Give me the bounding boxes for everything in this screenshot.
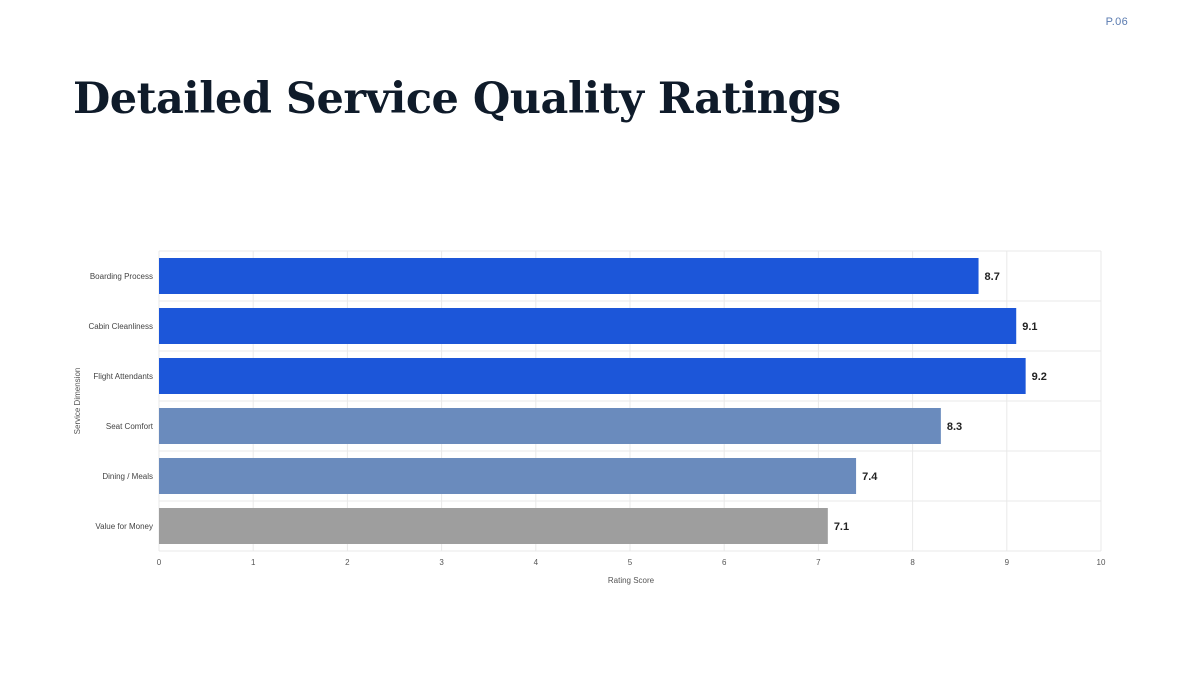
bar-value-label: 8.3 — [947, 421, 962, 433]
y-category-label: Boarding Process — [90, 272, 153, 281]
y-category-label: Dining / Meals — [102, 472, 153, 481]
bar — [159, 358, 1026, 394]
x-tick-label: 1 — [251, 558, 256, 567]
bar — [159, 458, 857, 494]
bar — [159, 508, 828, 544]
x-tick-label: 3 — [439, 558, 444, 567]
bar — [159, 258, 979, 294]
page-number: P.06 — [1105, 16, 1128, 28]
x-tick-label: 5 — [628, 558, 633, 567]
x-tick-label: 2 — [345, 558, 350, 567]
x-axis-ticks: 0 1 2 3 4 5 6 7 8 9 10 — [157, 558, 1106, 567]
bar-value-label: 9.2 — [1032, 371, 1047, 383]
x-tick-label: 4 — [534, 558, 539, 567]
x-tick-label: 7 — [816, 558, 821, 567]
y-category-label: Cabin Cleanliness — [89, 322, 153, 331]
x-tick-label: 0 — [157, 558, 162, 567]
x-tick-label: 10 — [1097, 558, 1106, 567]
bars — [159, 258, 1026, 544]
y-axis-categories: Boarding Process Cabin Cleanliness Flight … — [89, 272, 154, 531]
y-axis-title: Service Dimension — [73, 368, 82, 435]
bar-value-label: 8.7 — [985, 271, 1000, 283]
bar — [159, 408, 941, 444]
x-tick-label: 6 — [722, 558, 727, 567]
grid-lines — [158, 250, 1102, 552]
bar-value-label: 7.4 — [862, 471, 878, 483]
value-labels: 8.7 9.1 9.2 8.3 7.4 7.1 — [834, 271, 1047, 533]
y-category-label: Seat Comfort — [106, 422, 154, 431]
y-category-label: Value for Money — [95, 522, 153, 531]
x-tick-label: 8 — [910, 558, 915, 567]
x-tick-label: 9 — [1005, 558, 1010, 567]
y-category-label: Flight Attendants — [93, 372, 153, 381]
page-title: Detailed Service Quality Ratings — [73, 74, 841, 124]
bar — [159, 308, 1017, 344]
x-axis-title: Rating Score — [608, 576, 655, 585]
bar-value-label: 9.1 — [1022, 321, 1037, 333]
bar-value-label: 7.1 — [834, 521, 849, 533]
